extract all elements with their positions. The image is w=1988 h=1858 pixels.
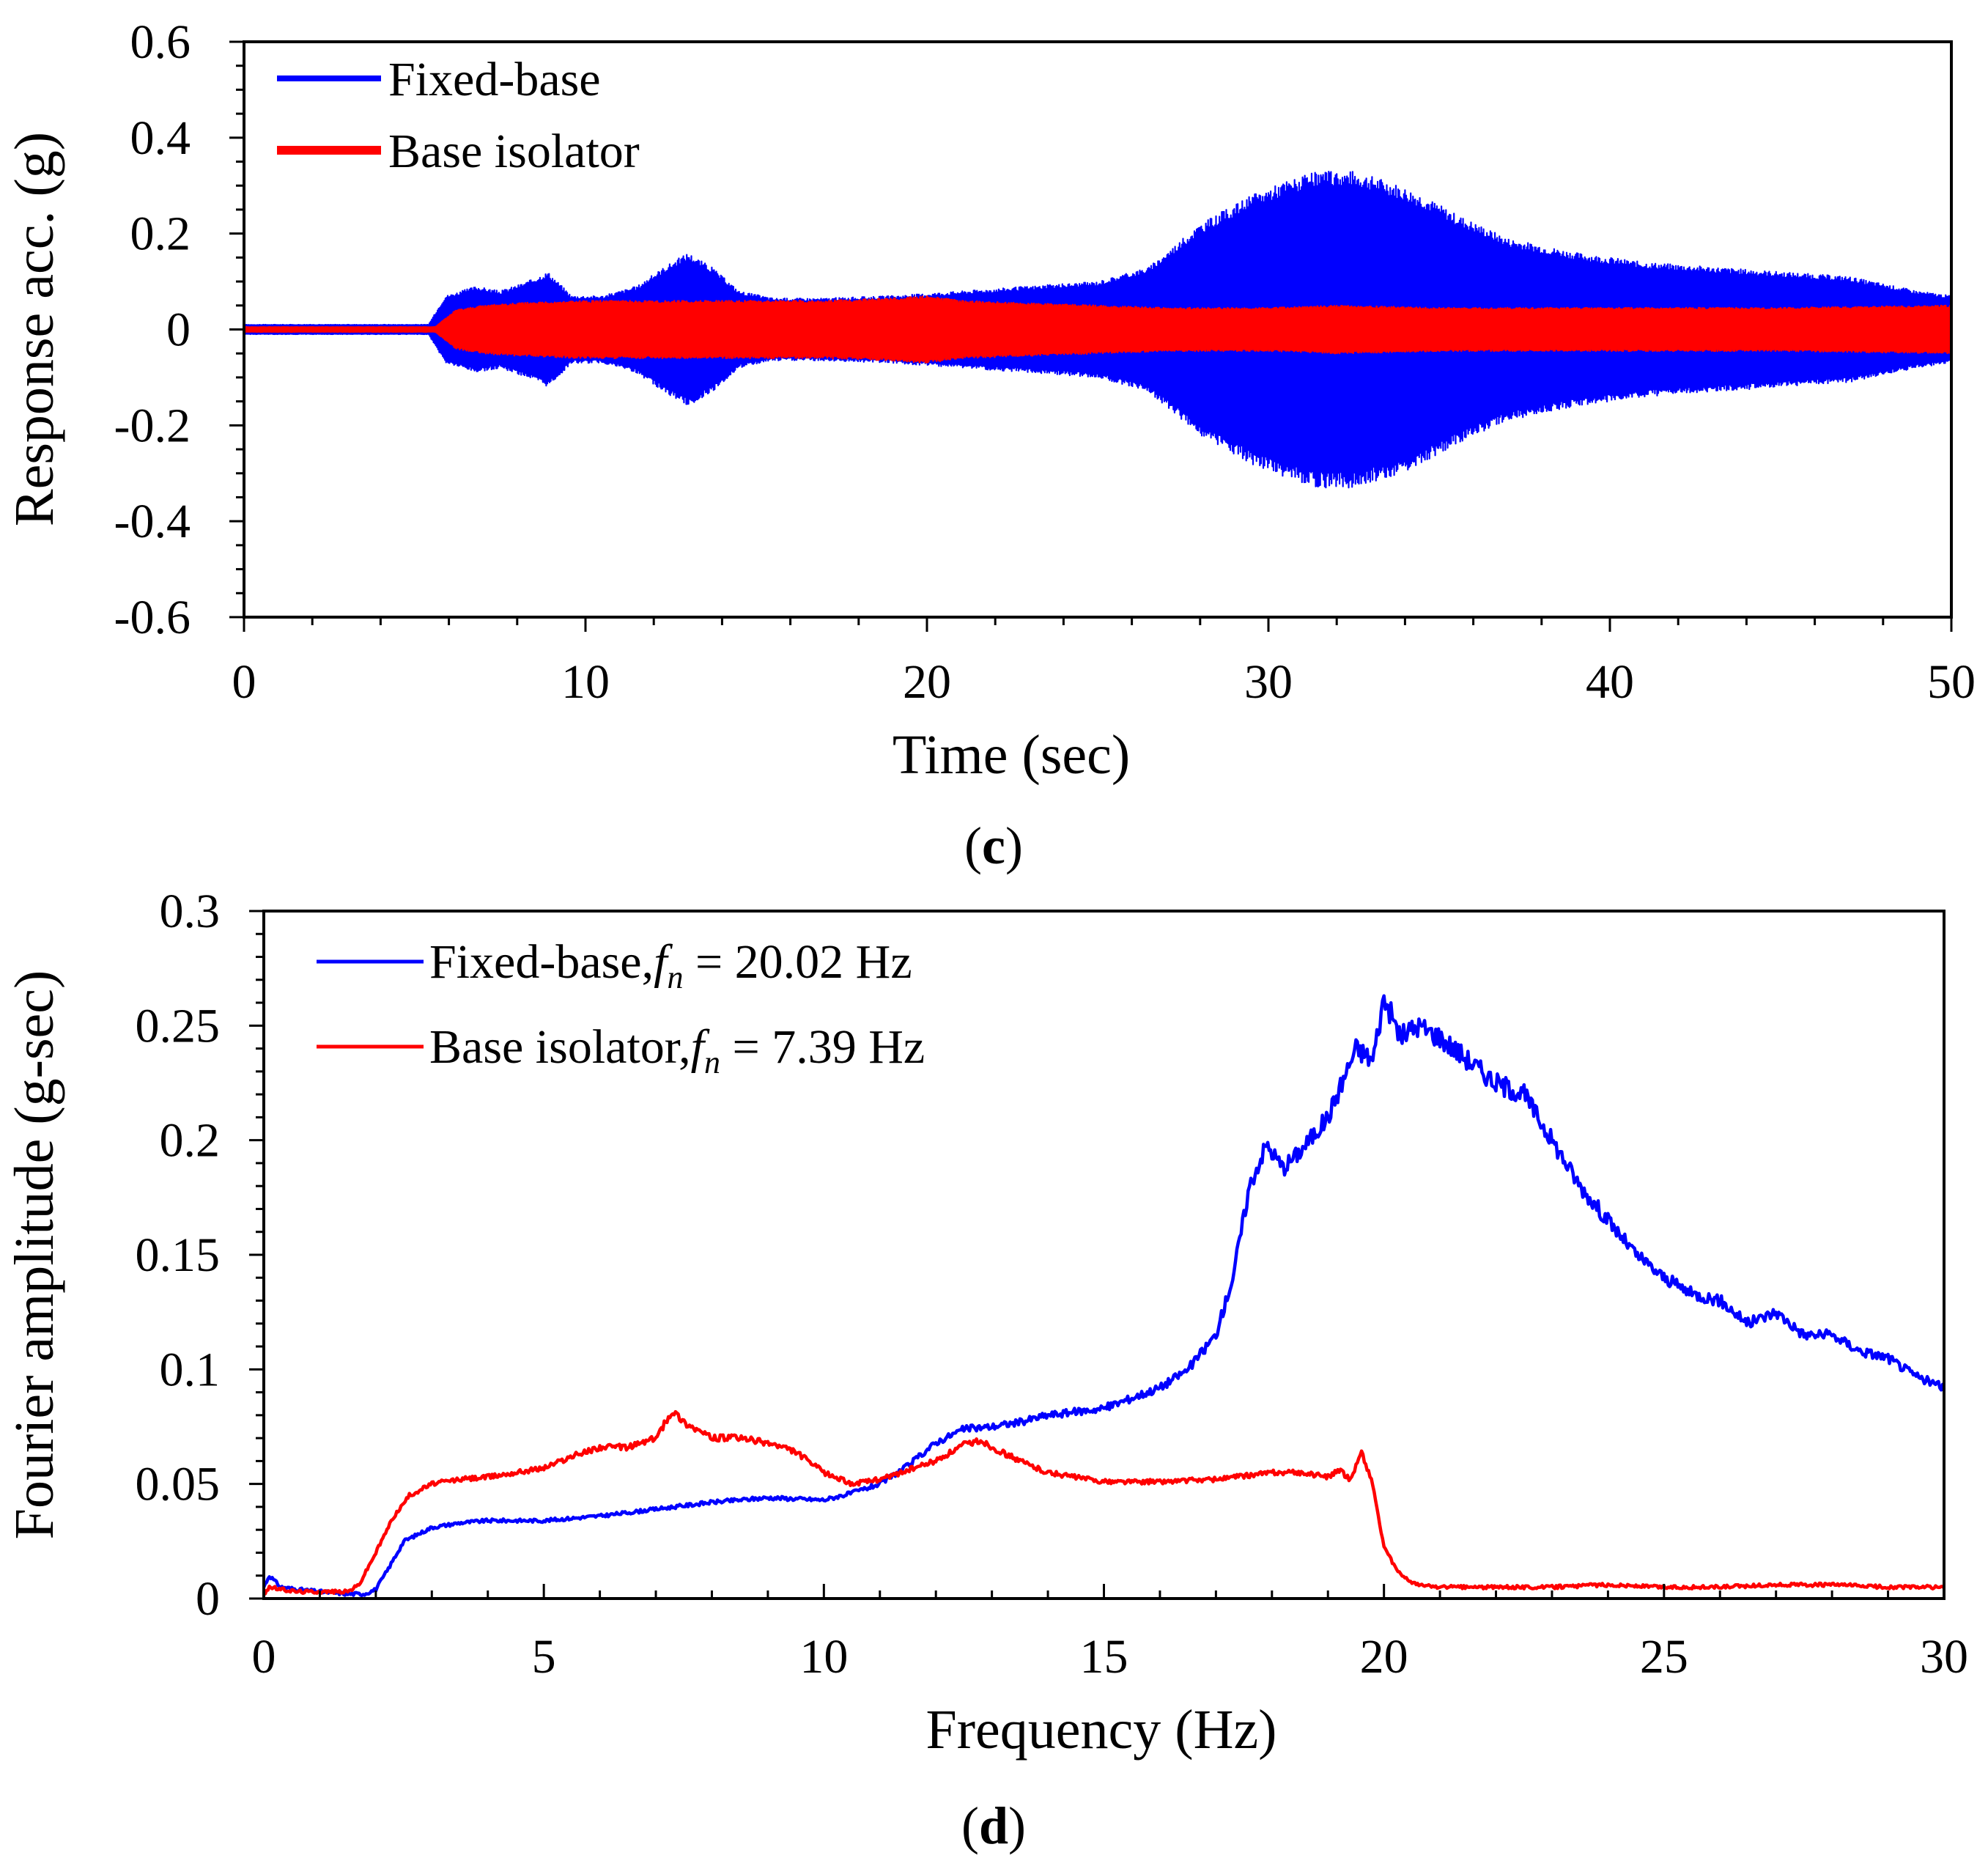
- panel-label-d: (d): [961, 1796, 1026, 1855]
- legend-fn-subscript-base-isolator-d: n: [704, 1044, 720, 1080]
- x-tick-label: 10: [561, 655, 610, 709]
- spectrum-line-fixed-base: [262, 994, 1946, 1598]
- chart-panel-d: 0 0.05 0.1 0.15 0.2 0.25 0.3 0 5 10 15 20 25 30 Freq…: [4, 885, 1968, 1855]
- x-tick-label: 30: [1244, 655, 1293, 709]
- legend-label-base-isolator-c: Base isolator: [388, 125, 640, 178]
- legend-prefix-fixed-base-d: Fixed-base,: [429, 935, 654, 989]
- y-axis-title-d: Fourier amplitude (g-sec): [4, 970, 65, 1540]
- x-tick-label: 5: [532, 1630, 556, 1684]
- y-tick-label: -0.4: [114, 495, 191, 548]
- y-tick-label: -0.2: [114, 399, 191, 452]
- y-tick-label: 0.2: [160, 1114, 221, 1168]
- y-axis-title-c: Response acc. (g): [4, 132, 65, 526]
- x-axis-title-d: Frequency (Hz): [925, 1699, 1276, 1761]
- y-tick-labels-d: 0 0.05 0.1 0.15 0.2 0.25 0.3: [136, 885, 221, 1626]
- legend-label-fixed-base-c: Fixed-base: [388, 53, 601, 106]
- legend-fn-value-base-isolator-d: = 7.39 Hz: [720, 1020, 925, 1074]
- y-tick-label: 0.15: [136, 1228, 221, 1282]
- y-tick-label: 0.4: [130, 111, 191, 165]
- y-tick-label: 0.1: [160, 1343, 221, 1396]
- series-fixed-base-c: [243, 171, 1953, 489]
- legend-fn-subscript-fixed-base-d: n: [667, 959, 683, 995]
- legend-c: Fixed-base Base isolator: [277, 53, 640, 178]
- x-tick-label: 20: [903, 655, 951, 709]
- y-tick-label: 0.05: [136, 1458, 221, 1511]
- legend-prefix-base-isolator-d: Base isolator,: [429, 1020, 691, 1074]
- legend-label-fixed-base-d: Fixed-base,fn = 20.02 Hz: [429, 935, 912, 995]
- x-axis-title-c: Time (sec): [893, 724, 1130, 786]
- series-base-isolator-c: [243, 295, 1953, 364]
- x-tick-label: 15: [1080, 1630, 1128, 1684]
- y-tick-label: 0.25: [136, 999, 221, 1053]
- y-tick-label: 0.6: [130, 15, 191, 69]
- legend-label-base-isolator-d: Base isolator,fn = 7.39 Hz: [429, 1020, 925, 1080]
- x-tick-labels-c: 0 10 20 30 40 50: [232, 655, 1976, 709]
- panel-label-c: (c): [964, 816, 1023, 875]
- x-tick-label: 30: [1920, 1630, 1968, 1684]
- axis-ticks-c: [229, 40, 1953, 632]
- y-tick-labels-c: -0.6 -0.4 -0.2 0 0.2 0.4 0.6: [114, 15, 191, 644]
- y-tick-label: 0.3: [160, 885, 221, 938]
- x-tick-label: 50: [1927, 655, 1976, 709]
- legend-fn-value-fixed-base-d: = 20.02 Hz: [683, 935, 912, 989]
- chart-panel-c: -0.6 -0.4 -0.2 0 0.2 0.4 0.6 0 10 20 30 40 50 Time …: [4, 15, 1976, 875]
- x-tick-label: 20: [1360, 1630, 1408, 1684]
- series-line: [243, 295, 1953, 364]
- x-tick-labels-d: 0 5 10 15 20 25 30: [252, 1630, 1969, 1684]
- y-tick-label: 0: [196, 1572, 220, 1626]
- legend-d: Fixed-base,fn = 20.02 Hz Base isolator,f…: [317, 935, 925, 1080]
- series-line: [243, 171, 1953, 489]
- x-tick-label: 40: [1586, 655, 1634, 709]
- y-tick-label: 0: [166, 303, 191, 357]
- x-tick-label: 0: [232, 655, 256, 709]
- y-tick-label: 0.2: [130, 207, 191, 261]
- y-tick-label: -0.6: [114, 591, 191, 644]
- x-tick-label: 10: [799, 1630, 848, 1684]
- axis-ticks-d: [249, 910, 1945, 1600]
- x-tick-label: 0: [252, 1630, 276, 1684]
- x-tick-label: 25: [1640, 1630, 1688, 1684]
